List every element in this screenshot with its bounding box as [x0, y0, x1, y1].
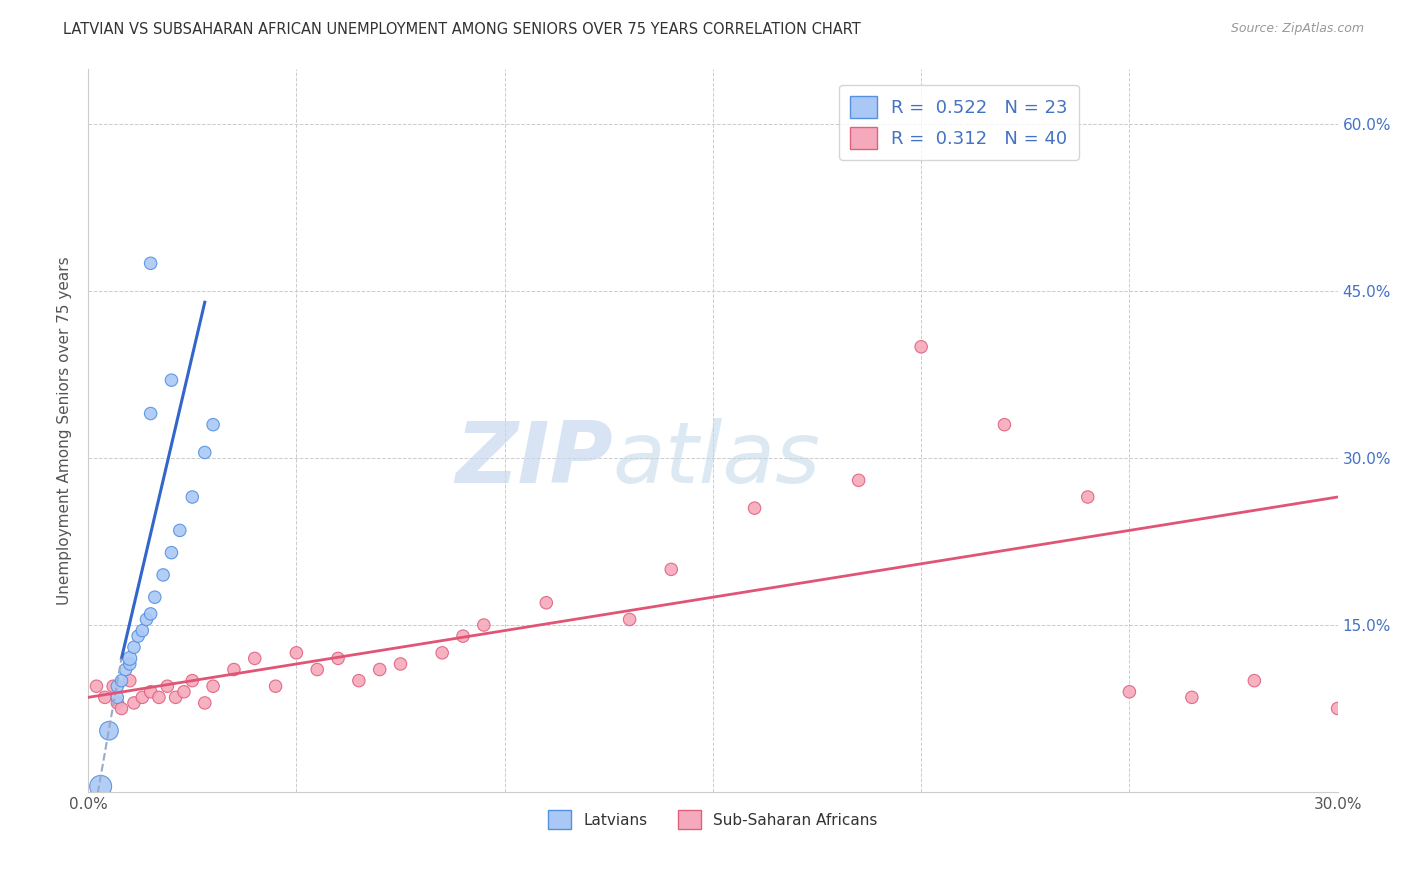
Point [135, 612, 157, 626]
Point [744, 501, 766, 516]
Point [194, 696, 217, 710]
Point [285, 646, 308, 660]
Point [848, 473, 870, 487]
Point [131, 690, 153, 705]
Point [536, 596, 558, 610]
Point [143, 590, 166, 604]
Point [389, 657, 412, 671]
Point [1326, 701, 1348, 715]
Legend: Latvians, Sub-Saharan Africans: Latvians, Sub-Saharan Africans [543, 804, 884, 835]
Point [86, 679, 108, 693]
Point [139, 607, 162, 621]
Point [910, 340, 932, 354]
Point [114, 663, 136, 677]
Point [118, 673, 141, 688]
Y-axis label: Unemployment Among Seniors over 75 years: Unemployment Among Seniors over 75 years [58, 256, 72, 605]
Point [139, 407, 162, 421]
Point [243, 651, 266, 665]
Point [169, 524, 191, 538]
Point [94, 690, 117, 705]
Point [165, 690, 187, 705]
Point [118, 657, 141, 671]
Point [368, 663, 391, 677]
Point [181, 673, 204, 688]
Point [139, 256, 162, 270]
Point [110, 673, 132, 688]
Point [1118, 685, 1140, 699]
Point [122, 640, 145, 655]
Point [173, 685, 195, 699]
Text: ZIP: ZIP [456, 417, 613, 500]
Point [326, 651, 349, 665]
Point [160, 373, 183, 387]
Point [156, 679, 179, 693]
Point [202, 679, 225, 693]
Point [152, 568, 174, 582]
Point [264, 679, 287, 693]
Point [202, 417, 225, 432]
Text: LATVIAN VS SUBSAHARAN AFRICAN UNEMPLOYMENT AMONG SENIORS OVER 75 YEARS CORRELATI: LATVIAN VS SUBSAHARAN AFRICAN UNEMPLOYME… [63, 22, 860, 37]
Point [98, 723, 121, 738]
Point [90, 780, 112, 794]
Text: atlas: atlas [613, 417, 821, 500]
Point [1077, 490, 1099, 504]
Point [181, 490, 204, 504]
Point [127, 629, 149, 643]
Point [1243, 673, 1265, 688]
Text: Source: ZipAtlas.com: Source: ZipAtlas.com [1230, 22, 1364, 36]
Point [194, 445, 217, 459]
Point [472, 618, 495, 632]
Point [139, 685, 162, 699]
Point [148, 690, 170, 705]
Point [101, 679, 124, 693]
Point [222, 663, 245, 677]
Point [105, 696, 128, 710]
Point [347, 673, 370, 688]
Point [131, 624, 153, 638]
Point [993, 417, 1015, 432]
Point [160, 546, 183, 560]
Point [307, 663, 329, 677]
Point [105, 690, 128, 705]
Point [659, 562, 682, 576]
Point [122, 696, 145, 710]
Point [451, 629, 474, 643]
Point [110, 701, 132, 715]
Point [1181, 690, 1204, 705]
Point [105, 679, 128, 693]
Point [430, 646, 453, 660]
Point [118, 651, 141, 665]
Point [619, 612, 641, 626]
